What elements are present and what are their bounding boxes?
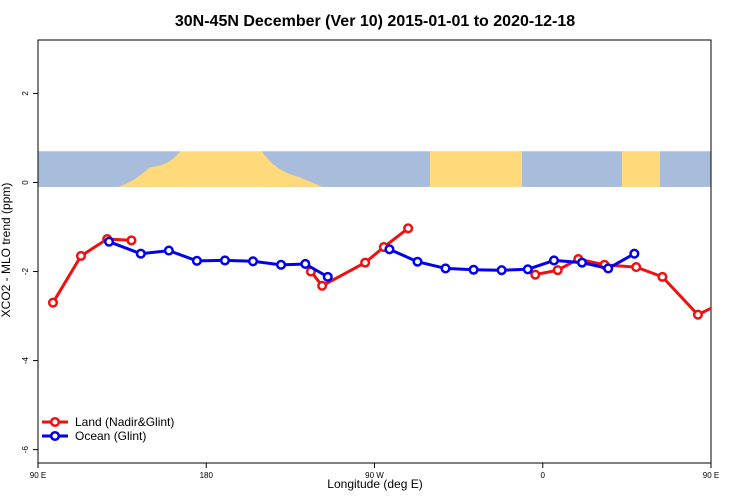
data-point (496, 265, 507, 276)
data-point (692, 309, 703, 320)
x-axis: 90 E 180 90 W 0 90 E (30, 463, 719, 480)
data-point (135, 248, 146, 259)
data-point (522, 264, 533, 275)
data-point (530, 269, 541, 280)
x-tick-label: 90 W (365, 471, 384, 480)
y-tick-label: 0 (21, 180, 30, 185)
data-point (247, 256, 259, 267)
data-point (126, 235, 137, 246)
legend: Land (Nadir&Glint)Ocean (Glint) (42, 415, 174, 443)
data-point (657, 271, 668, 282)
y-axis-label: XCO2 - MLO trend (ppm) (0, 183, 13, 318)
series-ocean (103, 236, 640, 282)
data-point (631, 262, 642, 273)
data-point (317, 280, 328, 291)
y-axis: -6 -4 -2 0 2 (21, 91, 38, 454)
series-layer (47, 223, 750, 320)
x-tick-label: 0 (541, 471, 546, 480)
data-point (468, 264, 479, 275)
data-point (191, 255, 202, 266)
map-band (38, 151, 711, 187)
series-line (388, 247, 636, 272)
data-point (603, 263, 614, 274)
series-line (108, 240, 329, 279)
data-point (322, 271, 333, 282)
legend-label: Land (Nadir&Glint) (75, 415, 174, 429)
map-band-ocean (660, 151, 711, 187)
data-point (403, 223, 414, 234)
x-axis-label: Longitude (deg E) (327, 477, 422, 491)
legend-label: Ocean (Glint) (75, 429, 146, 443)
data-point (548, 255, 560, 266)
data-point (219, 255, 230, 266)
x-tick-label: 90 E (30, 471, 46, 480)
data-point (384, 244, 395, 255)
data-point (275, 259, 287, 270)
data-point (360, 257, 371, 268)
map-band-ocean (522, 151, 622, 187)
data-point (412, 256, 423, 267)
data-point (103, 236, 115, 247)
data-point (576, 257, 588, 268)
legend-swatch-marker (49, 416, 61, 428)
y-tick-label: -6 (21, 446, 30, 454)
data-point (552, 265, 563, 276)
map-band-landmass (430, 151, 522, 171)
data-point (163, 245, 174, 256)
chart-title: 30N-45N December (Ver 10) 2015-01-01 to … (175, 13, 575, 30)
map-band-landmass (622, 151, 660, 187)
y-tick-label: -4 (21, 356, 30, 364)
x-tick-label: 180 (200, 471, 214, 480)
map-band-landmass (262, 151, 322, 187)
data-point (718, 299, 726, 307)
series-line (51, 237, 132, 304)
data-point (300, 258, 311, 270)
map-band-landmass (118, 151, 180, 187)
series-land (47, 223, 750, 320)
series-line (534, 257, 711, 317)
data-point (629, 248, 640, 259)
data-point (746, 252, 750, 260)
data-point (47, 297, 59, 308)
data-point (440, 263, 451, 274)
legend-swatch-marker (49, 430, 61, 442)
x-tick-label: 90 E (703, 471, 719, 480)
data-point (75, 250, 87, 262)
y-tick-label: -2 (21, 267, 30, 275)
y-tick-label: 2 (21, 91, 30, 96)
